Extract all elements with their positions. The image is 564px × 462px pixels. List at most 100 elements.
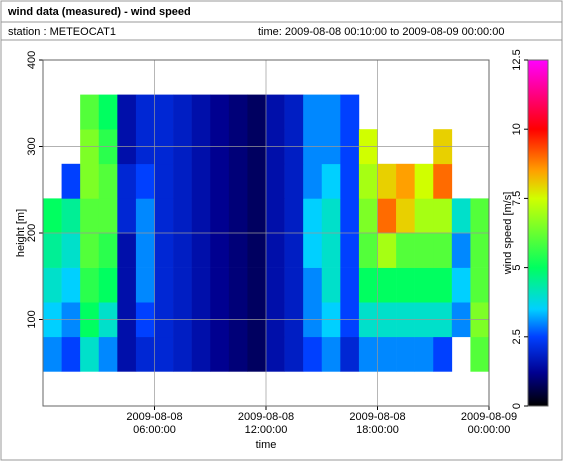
- heatmap-cell: [210, 233, 230, 268]
- heatmap-cell: [43, 233, 62, 268]
- heatmap-cell: [154, 336, 174, 372]
- heatmap-cell: [191, 198, 211, 234]
- heatmap-cell: [98, 198, 118, 234]
- heatmap-cell: [284, 198, 304, 234]
- heatmap-cell: [340, 198, 360, 234]
- heatmap-cell: [247, 336, 267, 372]
- heatmap-cell: [80, 233, 100, 268]
- x-tick-label: 2009-08-08 18:00:00: [349, 411, 405, 436]
- heatmap-cell: [284, 267, 304, 303]
- heatmap-cell: [377, 198, 397, 234]
- heatmap-cell: [191, 336, 211, 372]
- heatmap-cell: [451, 233, 471, 268]
- heatmap-cell: [303, 198, 323, 234]
- heatmap-cell: [266, 336, 285, 372]
- heatmap-cell: [321, 336, 341, 372]
- heatmap-cell: [117, 233, 137, 268]
- heatmap-cell: [433, 233, 453, 268]
- x-axis-label: time: [256, 439, 277, 451]
- heatmap-cell: [414, 198, 434, 234]
- colorbar-tick-label: 7.5: [511, 191, 523, 206]
- colorbar-tick-label: 0: [511, 403, 523, 409]
- heatmap-cell: [451, 198, 471, 234]
- heatmap-cell: [284, 163, 304, 199]
- heatmap-cell: [117, 198, 137, 234]
- heatmap-cell: [247, 233, 267, 268]
- heatmap-cell: [284, 233, 304, 268]
- heatmap-cell: [228, 198, 248, 234]
- heatmap-cell: [321, 198, 341, 234]
- heatmap-cell: [414, 163, 434, 199]
- heatmap-cell: [173, 163, 192, 199]
- heatmap-cell: [470, 233, 490, 268]
- heatmap-cell: [303, 163, 323, 199]
- heatmap-cell: [433, 198, 453, 234]
- title: wind data (measured) - wind speed: [7, 6, 191, 18]
- heatmap-cell: [414, 336, 434, 372]
- heatmap-cell: [451, 267, 471, 303]
- heatmap-cell: [117, 267, 137, 303]
- heatmap-cell: [98, 267, 118, 303]
- colorbar-tick-label: 2.5: [511, 329, 523, 344]
- heatmap-cell: [173, 198, 192, 234]
- y-tick-label: 300: [26, 137, 38, 155]
- heatmap-cell: [414, 267, 434, 303]
- heatmap-cell: [61, 163, 81, 199]
- colorbar-tick-label: 10: [511, 123, 523, 135]
- heatmap-cell: [173, 267, 192, 303]
- heatmap-cell: [284, 336, 304, 372]
- heatmap-cell: [117, 336, 137, 372]
- heatmap-cell: [266, 198, 285, 234]
- station: station : METEOCAT1: [8, 26, 116, 38]
- heatmap-cell: [154, 163, 174, 199]
- heatmap-cell: [321, 94, 341, 130]
- heatmap-cell: [396, 336, 415, 372]
- heatmap-cell: [228, 163, 248, 199]
- heatmap-cell: [340, 336, 360, 372]
- y-tick-label: 200: [26, 224, 38, 242]
- heatmap-cell: [396, 198, 415, 234]
- heatmap-cell: [228, 233, 248, 268]
- heatmap-cell: [210, 267, 230, 303]
- heatmap-cell: [173, 233, 192, 268]
- heatmap-cell: [303, 94, 323, 130]
- heatmap-cell: [340, 163, 360, 199]
- heatmap-cell: [61, 233, 81, 268]
- heatmap-cell: [43, 267, 62, 303]
- heatmap-cell: [396, 267, 415, 303]
- heatmap-cell: [117, 94, 137, 130]
- heatmap-cell: [377, 336, 397, 372]
- heatmap-cell: [321, 163, 341, 199]
- heatmap-cell: [340, 233, 360, 268]
- heatmap-cell: [321, 233, 341, 268]
- x-tick-label: 2009-08-09 00:00:00: [461, 411, 517, 436]
- heatmap-cell: [470, 267, 490, 303]
- heatmap-cell: [266, 267, 285, 303]
- heatmap-cell: [377, 163, 397, 199]
- heatmap-cell: [228, 267, 248, 303]
- heatmap-cell: [173, 94, 192, 130]
- heatmap-cell: [135, 233, 155, 268]
- time-range: time: 2009-08-08 00:10:00 to 2009-08-09 …: [258, 26, 504, 38]
- heatmap-cell: [80, 163, 100, 199]
- heatmap-cell: [154, 198, 174, 234]
- heatmap-cell: [154, 233, 174, 268]
- heatmap-cell: [210, 336, 230, 372]
- heatmap-cell: [340, 94, 360, 130]
- heatmap-cell: [191, 233, 211, 268]
- x-tick-label: 2009-08-08 06:00:00: [126, 411, 182, 436]
- heatmap-cell: [321, 267, 341, 303]
- heatmap-cell: [98, 233, 118, 268]
- heatmap-cell: [358, 198, 378, 234]
- heatmap-cell: [358, 233, 378, 268]
- heatmap-cell: [80, 267, 100, 303]
- heatmap-cell: [210, 198, 230, 234]
- colorbar: [527, 59, 549, 407]
- heatmap-cell: [228, 94, 248, 130]
- heatmap-cell: [98, 163, 118, 199]
- heatmap-cell: [303, 336, 323, 372]
- heatmap-cell: [135, 336, 155, 372]
- heatmap-cell: [61, 267, 81, 303]
- heatmap-cell: [247, 198, 267, 234]
